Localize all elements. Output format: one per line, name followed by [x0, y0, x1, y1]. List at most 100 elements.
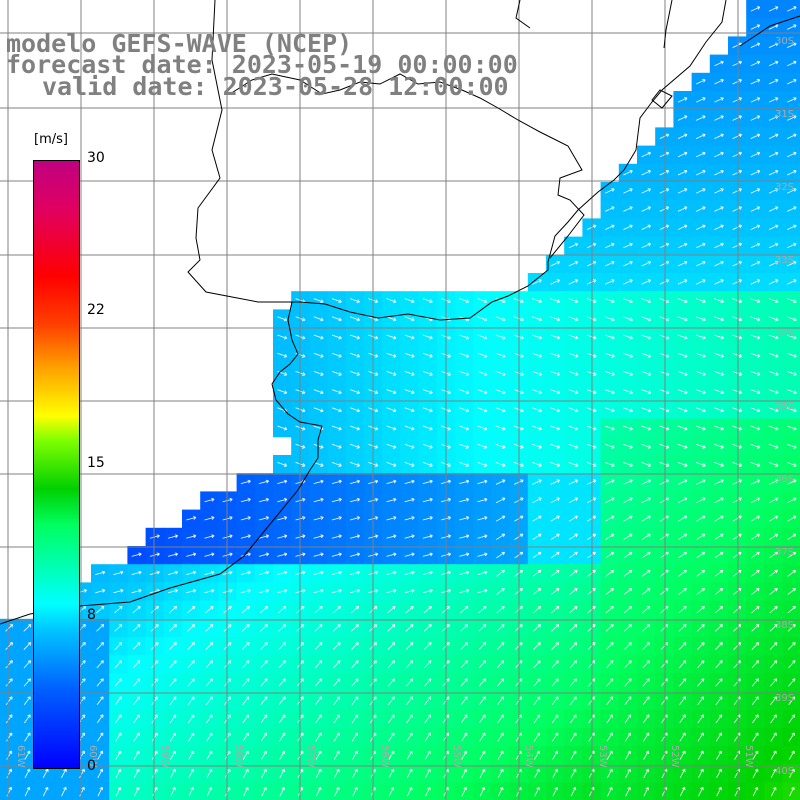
wind-arrow [750, 97, 761, 103]
wind-arrow [422, 570, 433, 575]
wind-arrow [5, 642, 13, 650]
wind-arrow [404, 570, 415, 575]
wind-arrow [787, 188, 797, 194]
wind-arrow [314, 624, 323, 632]
wind-arrow [23, 678, 31, 687]
wind-arrow [606, 732, 613, 742]
wind-arrow [350, 316, 360, 322]
wind-arrow [479, 714, 486, 724]
wind-arrow [261, 750, 267, 760]
wind-arrow [423, 624, 432, 632]
wind-arrow [133, 768, 140, 779]
wind-arrow [786, 371, 797, 376]
wind-arrow [188, 732, 195, 742]
wind-arrow [768, 97, 779, 103]
wind-arrow [714, 133, 724, 139]
wind-arrow [659, 334, 670, 340]
wind-arrow [187, 624, 196, 632]
colorbar-tick-15: 15 [87, 455, 105, 471]
wind-arrow [732, 425, 743, 431]
wind-arrow [114, 642, 123, 650]
wind-arrow [332, 606, 341, 614]
wind-arrow [641, 334, 652, 340]
wind-arrow [604, 352, 615, 358]
wind-arrow [188, 786, 194, 797]
wind-arrow [478, 606, 487, 614]
wind-arrow [695, 407, 706, 413]
wind-arrow [605, 279, 615, 285]
wind-arrow [313, 407, 324, 413]
wind-arrow [314, 606, 323, 614]
wind-arrow [732, 115, 742, 121]
wind-arrow [696, 242, 706, 249]
wind-arrow [334, 786, 340, 797]
wind-arrow [133, 732, 140, 742]
wind-arrow [477, 534, 488, 539]
wind-arrow [714, 97, 724, 103]
wind-arrow [570, 768, 577, 779]
wind-arrow [715, 732, 722, 742]
longitude-label: 57W [305, 745, 316, 768]
wind-arrow [422, 552, 433, 557]
wind-arrow [750, 551, 760, 559]
wind-arrow [623, 606, 633, 614]
wind-arrow [659, 515, 669, 522]
wind-arrow [242, 750, 249, 760]
wind-arrow [677, 224, 688, 230]
wind-arrow [277, 479, 288, 484]
wind-arrow [751, 569, 760, 577]
wind-arrow [422, 497, 433, 503]
wind-arrow [459, 534, 470, 539]
wind-arrow [261, 768, 267, 779]
wind-arrow [97, 750, 104, 760]
wind-arrow [750, 479, 761, 485]
wind-arrow [532, 316, 542, 322]
wind-arrow [623, 515, 633, 522]
wind-arrow [424, 714, 431, 724]
wind-arrow [750, 371, 761, 376]
wind-arrow [659, 242, 670, 249]
wind-arrow [750, 188, 761, 194]
wind-arrow [405, 624, 414, 632]
wind-arrow [659, 533, 669, 540]
wind-arrow [568, 497, 579, 504]
wind-cell [782, 782, 800, 800]
wind-arrow [677, 407, 688, 413]
wind-arrow [204, 552, 215, 557]
wind-arrow [352, 786, 358, 797]
wind-arrow [768, 389, 779, 395]
wind-arrow [678, 624, 687, 632]
wind-arrow [732, 497, 742, 504]
wind-arrow [186, 570, 197, 575]
wind-arrow [659, 551, 669, 559]
wind-arrow [678, 606, 687, 614]
wind-arrow [659, 316, 670, 322]
wind-arrow [787, 79, 797, 85]
wind-arrow [351, 624, 359, 632]
wind-arrow [387, 678, 395, 687]
wind-arrow [642, 678, 650, 687]
wind-arrow [425, 786, 431, 797]
wind-arrow [768, 515, 779, 522]
wind-arrow [677, 479, 688, 485]
wind-arrow [623, 569, 633, 577]
colorbar-tick-30: 30 [87, 150, 105, 166]
wind-arrow [479, 750, 486, 760]
wind-arrow [787, 224, 797, 230]
wind-arrow [495, 334, 506, 340]
longitude-label: 53W [597, 745, 608, 768]
wind-arrow [695, 316, 706, 322]
wind-arrow [550, 551, 560, 559]
wind-arrow [187, 678, 195, 687]
wind-arrow [787, 170, 797, 176]
wind-arrow [313, 298, 324, 304]
wind-arrow [477, 570, 488, 575]
wind-arrow [768, 170, 779, 176]
wind-arrow [495, 515, 506, 522]
wind-arrow [258, 570, 269, 575]
wind-arrow [60, 768, 67, 779]
wind-arrow [678, 642, 687, 650]
latitude-label: 40S [775, 766, 794, 777]
wind-arrow [496, 569, 505, 577]
